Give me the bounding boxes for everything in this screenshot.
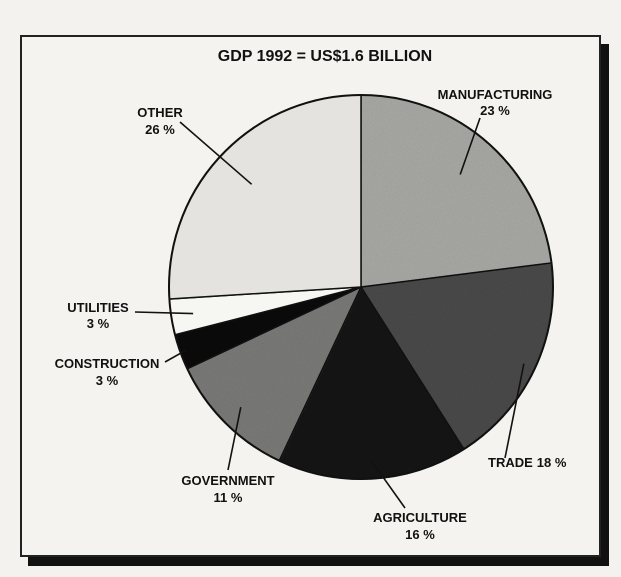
slice-value-construction: 3 % [96,373,119,388]
leader-line-manufacturing [459,117,481,175]
slice-value-other: 26 % [145,122,175,137]
pie-slice-other [168,94,362,300]
slice-label-utilities: UTILITIES [67,300,129,315]
leader-line-construction [164,348,188,363]
slice-value-trade: 18 % [537,455,567,470]
leader-line-agriculture [371,461,406,509]
slice-label-other: OTHER [137,105,183,120]
slice-name-trade: TRADE [488,455,533,470]
slice-value-manufacturing: 23 % [480,103,510,118]
pie-slice-manufacturing [360,94,553,288]
leader-line-utilities [134,311,194,315]
slice-label-government: GOVERNMENT [181,473,274,488]
pie-outline [168,94,554,480]
slice-value-government: 11 % [214,490,243,505]
slice-label-manufacturing: MANUFACTURING [438,87,553,102]
leader-line-other [179,121,253,185]
slice-label-agriculture: AGRICULTURE [373,510,467,525]
leader-lines [134,117,525,509]
pie-slices [168,94,554,480]
leader-line-government [227,407,242,471]
leader-line-trade [504,363,525,459]
slice-value-agriculture: 16 % [405,527,435,542]
slice-label-construction: CONSTRUCTION [55,356,160,371]
slice-value-utilities: 3 % [87,316,110,331]
slice-label-trade: TRADE 18 % [488,455,567,470]
chart-title: GDP 1992 = US$1.6 BILLION [218,48,432,65]
